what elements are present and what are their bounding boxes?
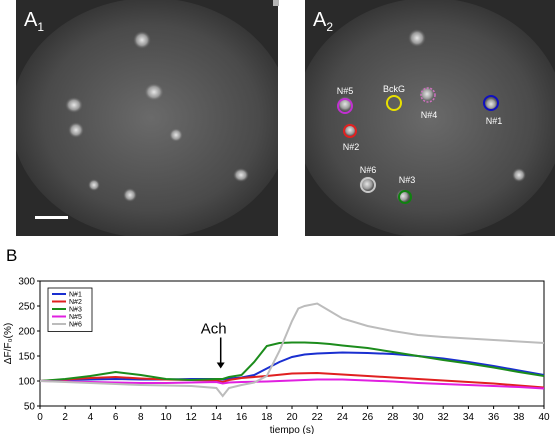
roi-label-n2: N#2 (342, 142, 360, 152)
roi-circle-n6 (360, 177, 376, 193)
ach-arrow-head (216, 362, 225, 369)
series-line-n5 (39, 378, 545, 390)
x-tick-label: 10 (160, 412, 172, 423)
roi-label-n5: N#5 (336, 86, 354, 96)
y-tick-label: 50 (24, 402, 36, 413)
series-line-n6 (39, 302, 545, 398)
ach-annotation-label: Ach (201, 321, 227, 338)
x-tick-label: 14 (211, 412, 223, 423)
corner-marker (273, 0, 279, 6)
x-tick-label: 40 (538, 412, 550, 423)
legend-label: N#1 (69, 292, 82, 299)
x-tick-label: 12 (186, 412, 198, 423)
micrograph-a2 (305, 0, 555, 236)
legend-label: N#2 (69, 299, 82, 306)
roi-circle-n5 (337, 98, 353, 114)
roi-circle-n3 (398, 190, 412, 204)
roi-circle-n2 (343, 124, 357, 138)
image-panel-a2: A2 N#5 BckG N#4 N#1 N#2 N#6 N#3 (305, 0, 555, 236)
scale-bar (35, 216, 68, 219)
x-tick-label: 0 (37, 412, 43, 423)
roi-label-n6: N#6 (359, 165, 377, 175)
roi-label-n1: N#1 (485, 116, 503, 126)
x-tick-label: 8 (138, 412, 144, 423)
legend-label: N#5 (69, 314, 82, 321)
legend-label: N#6 (69, 322, 82, 329)
y-tick-label: 200 (18, 327, 35, 338)
series-line-n3 (39, 341, 545, 382)
x-tick-label: 20 (286, 412, 298, 423)
x-tick-label: 38 (513, 412, 525, 423)
x-tick-label: 2 (62, 412, 68, 423)
x-tick-label: 26 (362, 412, 374, 423)
x-tick-label: 36 (488, 412, 500, 423)
x-tick-label: 24 (337, 412, 349, 423)
y-tick-label: 250 (18, 302, 35, 313)
fluorescence-line-chart: 0 2 4 6 8 10 12 14 16 18 20 22 24 26 28 30 32 34 36 38 40501… (3, 277, 550, 434)
roi-label-n3: N#3 (398, 175, 416, 185)
y-tick-label: 300 (18, 277, 35, 288)
y-tick-label: 100 (18, 377, 35, 388)
x-tick-label: 18 (261, 412, 273, 423)
x-axis-label: tiempo (s) (270, 425, 314, 434)
x-tick-label: 4 (88, 412, 94, 423)
panel-label-b: B (6, 246, 18, 265)
micrograph-a1 (16, 0, 278, 236)
x-tick-label: 6 (113, 412, 119, 423)
legend-label: N#3 (69, 307, 82, 314)
roi-circle-n4 (420, 87, 436, 103)
panel-label-a1: A1 (24, 9, 45, 34)
roi-label-n4: N#4 (420, 110, 438, 120)
panel-label-a2: A2 (313, 9, 334, 34)
roi-label-bckg: BckG (382, 84, 406, 94)
x-tick-label: 28 (387, 412, 399, 423)
x-tick-label: 32 (438, 412, 450, 423)
roi-circle-n1 (483, 95, 499, 111)
y-tick-label: 150 (18, 352, 35, 363)
x-tick-label: 22 (312, 412, 324, 423)
x-tick-label: 16 (236, 412, 248, 423)
x-tick-label: 30 (412, 412, 424, 423)
roi-circle-bckg (386, 95, 402, 111)
image-panel-a1: A1 (16, 0, 278, 236)
x-tick-label: 34 (463, 412, 475, 423)
y-axis-label: ΔF/F₀(%) (3, 323, 14, 364)
